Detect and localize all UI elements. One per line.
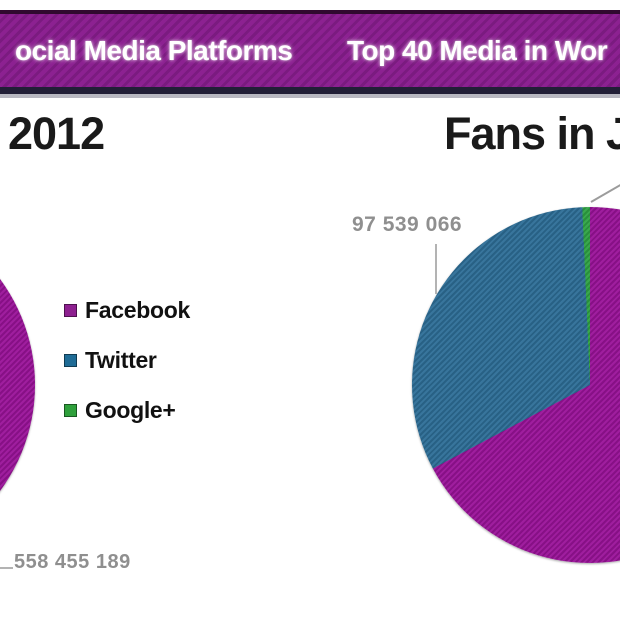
googleplus-swatch-icon <box>64 403 77 417</box>
legend-item-twitter: Twitter <box>64 347 157 373</box>
header-banner: ocial Media Platforms Top 40 Media in Wo… <box>0 10 620 94</box>
banner-shadow-line <box>0 94 620 98</box>
legend-label-googleplus: Google+ <box>85 396 176 423</box>
twitter-value-label: 97 539 066 <box>352 213 463 236</box>
banner-title-left: ocial Media Platforms <box>15 35 293 66</box>
twitter-leader-line <box>435 244 437 294</box>
googleplus-leader-line <box>590 184 620 203</box>
left-pie-facebook-value-label: 558 455 189 <box>14 551 131 573</box>
legend-label-facebook: Facebook <box>85 296 190 323</box>
right-chart-title: Fans in Ja <box>444 108 620 159</box>
legend-item-googleplus: Google+ <box>64 397 176 423</box>
left-pie-chart <box>0 207 35 563</box>
legend-item-facebook: Facebook <box>64 297 190 323</box>
facebook-swatch-icon <box>64 303 77 317</box>
right-pie-chart <box>412 207 620 563</box>
legend-label-twitter: Twitter <box>85 346 157 373</box>
twitter-swatch-icon <box>64 353 77 367</box>
left-pie-leader-line <box>0 567 13 569</box>
banner-title-right: Top 40 Media in Wor <box>347 35 608 66</box>
left-chart-title: 2012 <box>8 108 105 159</box>
